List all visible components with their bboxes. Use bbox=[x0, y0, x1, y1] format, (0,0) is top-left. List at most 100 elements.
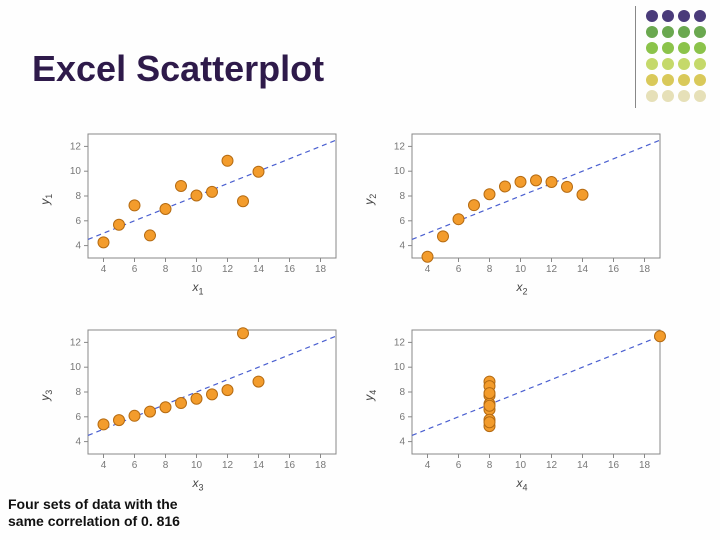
svg-text:8: 8 bbox=[75, 191, 81, 202]
svg-text:6: 6 bbox=[456, 264, 462, 275]
caption-line-1: Four sets of data with the bbox=[8, 496, 180, 513]
corner-dot bbox=[678, 42, 690, 54]
data-point bbox=[546, 176, 557, 187]
chart-svg: 46810121416184681012 bbox=[50, 320, 346, 488]
data-point bbox=[176, 180, 187, 191]
chart-panel-1: 46810121416184681012y1x1 bbox=[50, 124, 346, 292]
svg-text:8: 8 bbox=[487, 264, 493, 275]
data-point bbox=[207, 186, 218, 197]
corner-dot bbox=[694, 42, 706, 54]
svg-text:18: 18 bbox=[639, 460, 651, 471]
y-axis-label: y3 bbox=[38, 390, 54, 401]
data-point bbox=[562, 181, 573, 192]
chart-panel-4: 46810121416184681012y4x4 bbox=[374, 320, 670, 488]
svg-text:12: 12 bbox=[70, 337, 82, 348]
svg-text:10: 10 bbox=[394, 362, 406, 373]
chart-grid: 46810121416184681012y1x14681012141618468… bbox=[50, 124, 670, 488]
svg-text:16: 16 bbox=[284, 460, 296, 471]
corner-divider bbox=[635, 6, 636, 108]
data-point bbox=[515, 176, 526, 187]
data-point bbox=[469, 200, 480, 211]
corner-dot-grid bbox=[646, 10, 706, 102]
corner-dot bbox=[678, 26, 690, 38]
svg-text:10: 10 bbox=[70, 362, 82, 373]
data-point bbox=[222, 155, 233, 166]
svg-text:8: 8 bbox=[399, 191, 405, 202]
svg-text:4: 4 bbox=[101, 460, 107, 471]
corner-dot bbox=[694, 10, 706, 22]
data-point bbox=[484, 400, 495, 411]
y-axis-label: y4 bbox=[362, 390, 378, 401]
svg-text:16: 16 bbox=[608, 460, 620, 471]
svg-text:4: 4 bbox=[75, 241, 81, 252]
svg-text:12: 12 bbox=[70, 141, 82, 152]
data-point bbox=[176, 398, 187, 409]
data-point bbox=[145, 230, 156, 241]
svg-text:8: 8 bbox=[487, 460, 493, 471]
chart-svg: 46810121416184681012 bbox=[374, 124, 670, 292]
data-point bbox=[145, 406, 156, 417]
y-axis-label: y2 bbox=[362, 194, 378, 205]
corner-dot bbox=[694, 90, 706, 102]
data-point bbox=[422, 251, 433, 262]
corner-dot bbox=[694, 74, 706, 86]
svg-text:12: 12 bbox=[546, 460, 558, 471]
corner-dot bbox=[646, 58, 658, 70]
x-axis-label: x3 bbox=[192, 476, 203, 492]
svg-text:14: 14 bbox=[577, 460, 589, 471]
data-point bbox=[238, 328, 249, 339]
svg-text:12: 12 bbox=[222, 264, 234, 275]
data-point bbox=[129, 410, 140, 421]
data-point bbox=[191, 190, 202, 201]
data-point bbox=[253, 166, 264, 177]
data-point bbox=[655, 331, 666, 342]
svg-text:12: 12 bbox=[394, 337, 406, 348]
svg-text:18: 18 bbox=[315, 264, 327, 275]
corner-dot bbox=[646, 74, 658, 86]
svg-text:10: 10 bbox=[70, 166, 82, 177]
svg-text:16: 16 bbox=[284, 264, 296, 275]
svg-text:6: 6 bbox=[456, 460, 462, 471]
data-point bbox=[191, 393, 202, 404]
svg-text:10: 10 bbox=[394, 166, 406, 177]
corner-dot bbox=[662, 26, 674, 38]
chart-svg: 46810121416184681012 bbox=[374, 320, 670, 488]
corner-dot bbox=[694, 26, 706, 38]
svg-text:4: 4 bbox=[101, 264, 107, 275]
x-axis-label: x1 bbox=[192, 280, 203, 296]
data-point bbox=[453, 214, 464, 225]
x-axis-label: x2 bbox=[516, 280, 527, 296]
corner-dot bbox=[646, 10, 658, 22]
svg-text:6: 6 bbox=[75, 216, 81, 227]
svg-text:10: 10 bbox=[515, 264, 527, 275]
svg-text:4: 4 bbox=[75, 437, 81, 448]
data-point bbox=[160, 402, 171, 413]
data-point bbox=[438, 231, 449, 242]
data-point bbox=[238, 196, 249, 207]
svg-text:8: 8 bbox=[399, 387, 405, 398]
data-point bbox=[484, 189, 495, 200]
svg-text:8: 8 bbox=[75, 387, 81, 398]
data-point bbox=[253, 376, 264, 387]
data-point bbox=[114, 415, 125, 426]
corner-dot bbox=[678, 90, 690, 102]
corner-dot bbox=[678, 58, 690, 70]
corner-dot bbox=[662, 58, 674, 70]
svg-text:14: 14 bbox=[253, 460, 265, 471]
data-point bbox=[500, 181, 511, 192]
svg-text:8: 8 bbox=[163, 460, 169, 471]
chart-svg: 46810121416184681012 bbox=[50, 124, 346, 292]
corner-dot bbox=[662, 10, 674, 22]
svg-text:18: 18 bbox=[639, 264, 651, 275]
data-point bbox=[114, 219, 125, 230]
corner-dot bbox=[646, 26, 658, 38]
svg-text:6: 6 bbox=[399, 216, 405, 227]
data-point bbox=[129, 200, 140, 211]
svg-text:6: 6 bbox=[132, 460, 138, 471]
svg-text:4: 4 bbox=[425, 460, 431, 471]
svg-text:6: 6 bbox=[75, 412, 81, 423]
corner-dot bbox=[662, 42, 674, 54]
data-point bbox=[577, 189, 588, 200]
svg-text:16: 16 bbox=[608, 264, 620, 275]
corner-dot bbox=[662, 74, 674, 86]
